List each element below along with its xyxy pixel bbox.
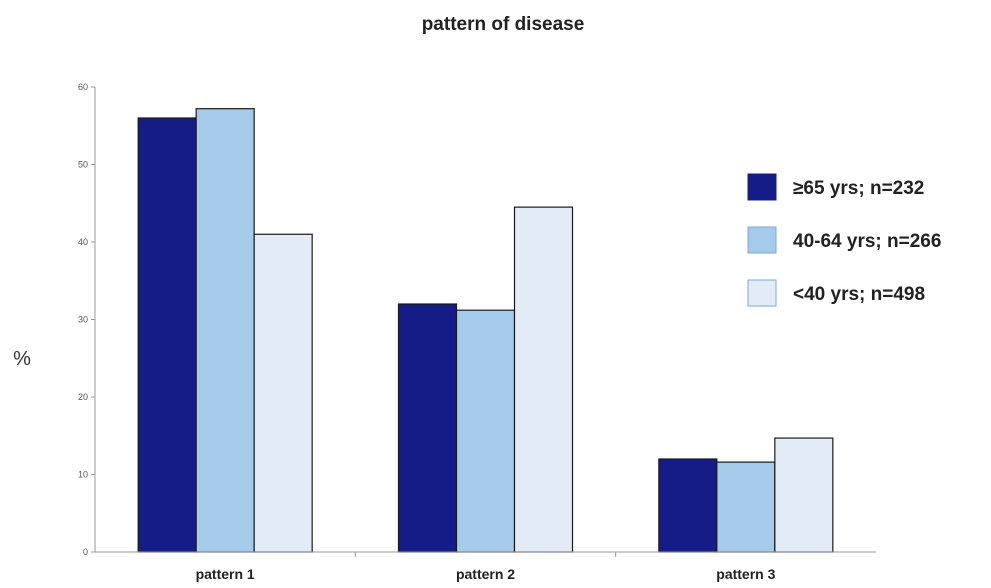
x-tick-label: pattern 2 bbox=[456, 566, 515, 582]
chart-title: pattern of disease bbox=[422, 14, 585, 35]
y-tick-label: 50 bbox=[78, 160, 88, 170]
y-axis-label: % bbox=[13, 348, 31, 370]
legend-swatch bbox=[747, 279, 777, 307]
bar bbox=[774, 437, 834, 553]
y-tick-label: 60 bbox=[78, 82, 88, 92]
bar bbox=[397, 303, 458, 553]
legend-swatch bbox=[747, 226, 777, 254]
bar bbox=[513, 206, 574, 553]
legend-swatch bbox=[747, 173, 777, 201]
bar bbox=[716, 461, 776, 553]
y-axis: 0 10 20 30 40 50 60 bbox=[78, 82, 95, 557]
bar bbox=[253, 233, 313, 553]
y-tick-label: 20 bbox=[78, 392, 88, 402]
y-tick-label: 40 bbox=[78, 237, 88, 247]
axes bbox=[94, 87, 876, 557]
bar bbox=[658, 458, 718, 553]
bars bbox=[137, 108, 834, 553]
legend-label: ≥65 yrs; n=232 bbox=[793, 178, 924, 199]
x-axis: pattern 1 pattern 2 pattern 3 bbox=[196, 566, 776, 582]
bar bbox=[455, 309, 516, 553]
legend: ≥65 yrs; n=232 40-64 yrs; n=266 <40 yrs; n… bbox=[747, 173, 941, 307]
y-tick-label: 30 bbox=[78, 315, 88, 325]
x-tick-label: pattern 3 bbox=[716, 566, 775, 582]
legend-label: 40-64 yrs; n=266 bbox=[793, 231, 941, 252]
bar bbox=[195, 108, 255, 553]
y-tick-label: 0 bbox=[83, 547, 88, 557]
bar bbox=[137, 117, 197, 553]
x-tick-label: pattern 1 bbox=[196, 566, 255, 582]
y-tick-label: 10 bbox=[78, 470, 88, 480]
legend-label: <40 yrs; n=498 bbox=[793, 284, 925, 305]
